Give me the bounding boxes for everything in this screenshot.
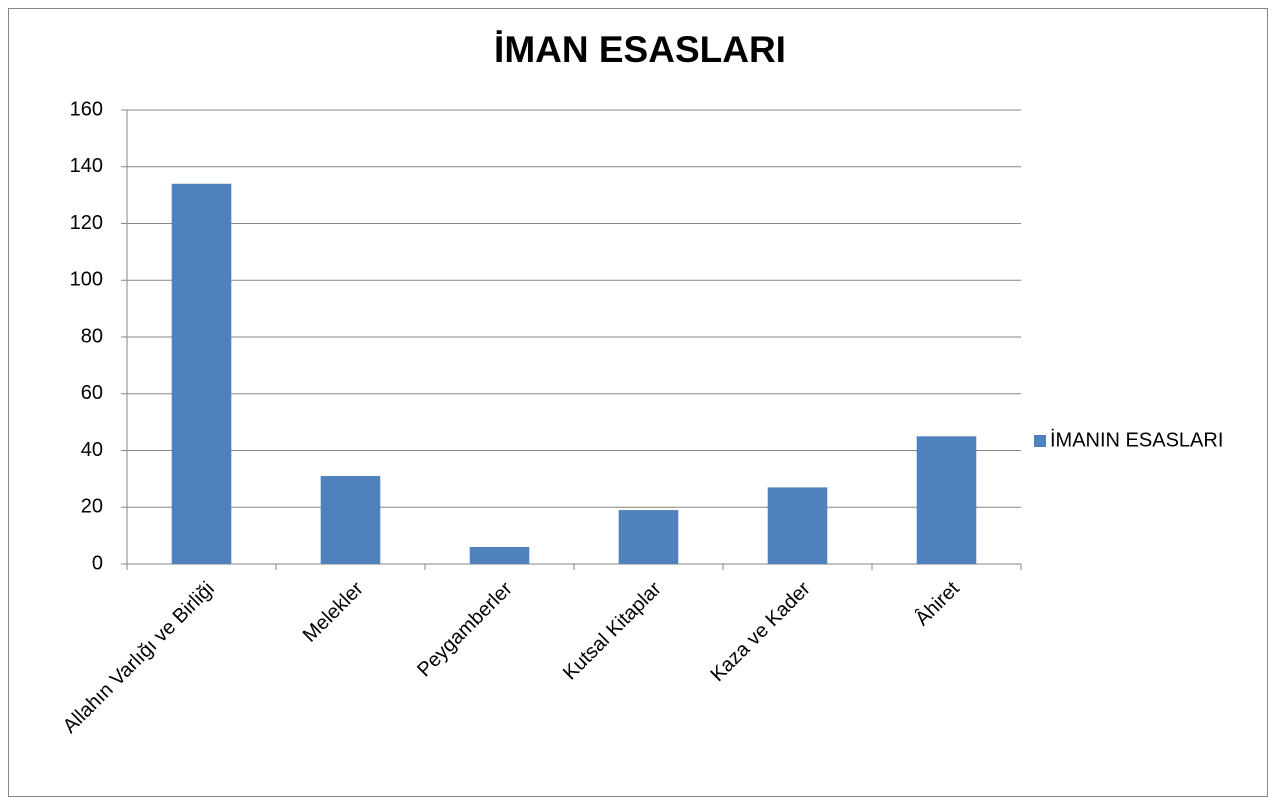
bar [320,476,381,564]
y-tick-label: 120 [70,212,103,234]
bar [171,183,232,564]
y-tick-label: 60 [81,382,103,404]
y-tick-label: 40 [81,439,103,461]
bar [469,546,530,564]
bar [916,436,977,564]
y-tick-label: 20 [81,496,103,518]
bar [767,487,828,564]
y-tick-label: 80 [81,325,103,347]
bar [618,510,679,564]
legend-swatch [1034,435,1046,447]
legend-label: İMANIN ESASLARI [1050,428,1223,451]
y-tick-label: 0 [92,552,103,574]
y-tick-label: 160 [70,98,103,120]
y-tick-label: 140 [70,155,103,177]
chart-title: İMAN ESASLARI [494,29,786,70]
y-tick-label: 100 [70,269,103,291]
